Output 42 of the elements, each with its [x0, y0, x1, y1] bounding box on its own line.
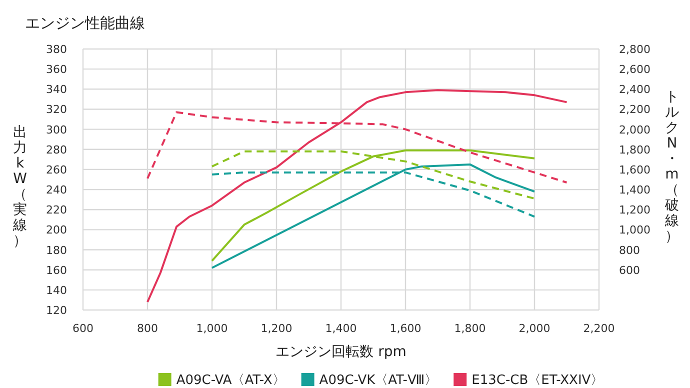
x-tick-label: 2,000: [518, 322, 550, 335]
y-tick-label: 220: [46, 204, 67, 217]
y2-tick-label: 2,800: [619, 43, 650, 56]
y-axis-title: 出力kW（実線）: [12, 124, 28, 249]
y2-tick-label: 2,200: [619, 103, 650, 116]
x-tick-label: 1,200: [260, 322, 292, 335]
y2-tick-label: 800: [619, 244, 640, 257]
x-tick-label: 1,000: [196, 322, 228, 335]
x-tick-label: 1,800: [454, 322, 486, 335]
y-tick-label: 240: [46, 184, 67, 197]
chart-title: エンジン性能曲線: [25, 14, 145, 32]
y-tick-label: 380: [46, 43, 67, 56]
legend-label: E13C-CB〈ET-XXIV〉: [472, 373, 604, 388]
y2-tick-label: 600: [619, 264, 640, 277]
y2-tick-label: 1,000: [619, 224, 650, 237]
x-tick-label: 800: [137, 322, 158, 335]
y-tick-label: 200: [46, 224, 67, 237]
y-tick-label: 280: [46, 143, 67, 156]
y2-tick-label: 1,800: [619, 143, 650, 156]
y-tick-label: 180: [46, 244, 67, 257]
x-tick-label: 1,600: [390, 322, 422, 335]
y2-tick-label: 1,400: [619, 184, 650, 197]
x-tick-label: 600: [72, 322, 94, 335]
legend-label: A09C-VA〈AT-X〉: [176, 373, 286, 388]
y2-tick-label: 1,200: [619, 204, 650, 217]
x-tick-label: 2,200: [583, 322, 615, 335]
y2-tick-label: 2,400: [619, 83, 650, 96]
legend-label: A09C-VK〈AT-Ⅷ〉: [319, 373, 438, 388]
y-tick-label: 320: [46, 103, 67, 116]
y-tick-label: 300: [46, 123, 67, 136]
y2-tick-label: 1,600: [619, 163, 650, 176]
y-tick-label: 120: [46, 304, 67, 317]
y-tick-label: 260: [46, 163, 67, 176]
y-tick-label: 340: [46, 83, 67, 96]
y-tick-label: 160: [46, 264, 67, 277]
y2-tick-label: 2,600: [619, 63, 650, 76]
y2-tick-label: 2,000: [619, 123, 650, 136]
y-tick-label: 140: [46, 284, 67, 297]
text: トルクN・m（破線）: [665, 88, 679, 244]
x-tick-label: 1,400: [325, 322, 357, 335]
x-axis-title: エンジン回転数 rpm: [276, 344, 406, 360]
y-tick-label: 360: [46, 63, 67, 76]
